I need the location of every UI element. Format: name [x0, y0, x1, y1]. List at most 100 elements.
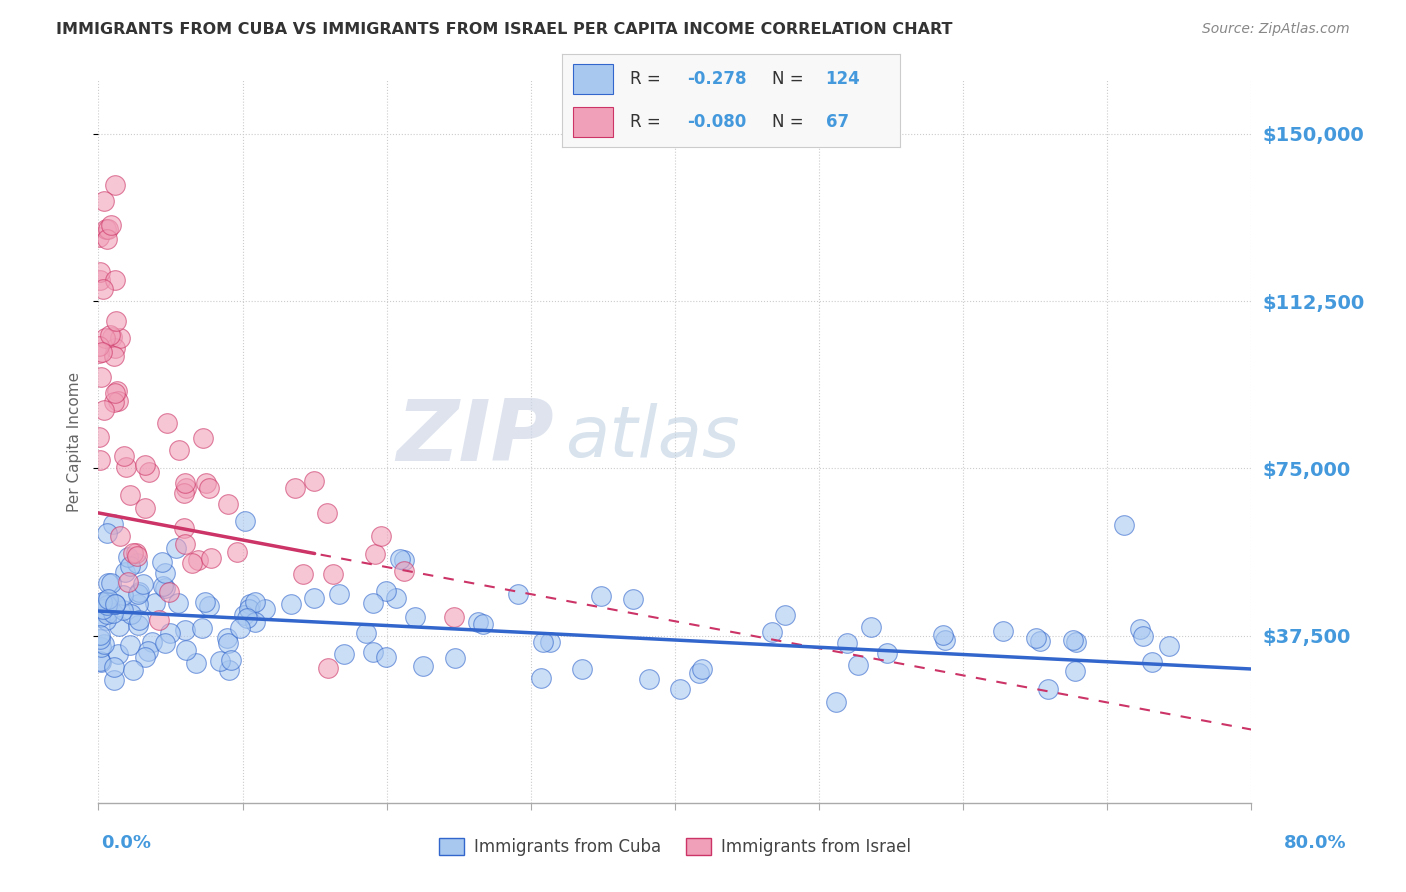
Point — [117, 550, 139, 565]
Point — [530, 671, 553, 685]
Point — [471, 617, 494, 632]
Point — [127, 556, 149, 570]
Point — [112, 449, 135, 463]
Point — [859, 619, 882, 633]
Text: R =: R = — [630, 70, 661, 87]
Text: 67: 67 — [825, 113, 849, 131]
Point — [1025, 631, 1047, 645]
Point — [825, 695, 848, 709]
Point — [531, 635, 554, 649]
Text: 0.0%: 0.0% — [101, 834, 152, 852]
Point — [173, 486, 195, 500]
Point — [104, 386, 127, 401]
Point — [96, 595, 118, 609]
Point — [96, 526, 118, 541]
Point — [152, 579, 174, 593]
Point — [993, 624, 1015, 638]
Point — [392, 564, 415, 578]
Point — [181, 557, 204, 571]
Point — [1062, 632, 1084, 647]
Point — [1114, 518, 1136, 533]
Point — [669, 682, 692, 697]
Point — [101, 330, 124, 344]
Point — [128, 585, 150, 599]
Point — [233, 607, 256, 622]
Point — [394, 553, 416, 567]
Point — [98, 328, 121, 343]
Point — [238, 602, 260, 616]
Point — [89, 628, 111, 642]
Point — [174, 624, 197, 638]
Point — [690, 662, 713, 676]
Point — [89, 273, 111, 287]
Point — [148, 613, 170, 627]
Point — [876, 646, 898, 660]
Point — [100, 218, 122, 232]
Point — [571, 662, 593, 676]
Point — [1064, 665, 1087, 679]
Point — [127, 587, 149, 601]
Point — [1064, 635, 1087, 649]
Point — [155, 566, 177, 580]
Point — [94, 331, 117, 345]
Point — [103, 516, 125, 531]
Point — [91, 602, 114, 616]
Point — [167, 443, 190, 458]
Point — [94, 221, 117, 235]
Text: -0.080: -0.080 — [688, 113, 747, 131]
Point — [94, 593, 117, 607]
Point — [1132, 630, 1154, 644]
Point — [96, 232, 118, 246]
Point — [120, 607, 142, 621]
Point — [159, 584, 181, 599]
Point — [97, 576, 120, 591]
FancyBboxPatch shape — [572, 64, 613, 94]
Point — [304, 474, 326, 488]
Point — [194, 594, 217, 608]
Point — [443, 610, 465, 624]
Point — [412, 658, 434, 673]
Point — [118, 638, 141, 652]
Point — [132, 577, 155, 591]
Y-axis label: Per Capita Income: Per Capita Income — [67, 371, 83, 512]
Point — [191, 621, 214, 635]
Point — [103, 606, 125, 620]
Point — [176, 643, 198, 657]
Point — [215, 631, 238, 645]
Point — [467, 615, 489, 630]
Point — [165, 541, 187, 555]
Point — [173, 521, 195, 535]
Point — [112, 588, 135, 602]
Point — [143, 596, 166, 610]
Point — [302, 591, 325, 606]
Point — [89, 610, 111, 624]
Point — [217, 636, 239, 650]
Point — [225, 544, 247, 558]
Point — [385, 591, 408, 605]
Point — [91, 282, 114, 296]
Point — [89, 453, 111, 467]
Point — [125, 546, 148, 560]
Point — [1036, 681, 1059, 696]
Point — [127, 618, 149, 632]
Point — [96, 607, 118, 621]
Point — [761, 625, 783, 640]
Point — [94, 613, 117, 627]
Point — [127, 597, 149, 611]
Point — [688, 665, 710, 680]
Text: Source: ZipAtlas.com: Source: ZipAtlas.com — [1202, 22, 1350, 37]
Point — [93, 637, 115, 651]
Point — [107, 619, 129, 633]
Text: -0.278: -0.278 — [688, 70, 747, 87]
FancyBboxPatch shape — [572, 107, 613, 136]
Point — [638, 673, 661, 687]
Point — [253, 602, 276, 616]
Point — [174, 481, 197, 495]
Point — [104, 314, 127, 328]
Point — [197, 481, 219, 495]
Point — [117, 575, 139, 590]
Point — [218, 663, 240, 677]
Point — [153, 636, 176, 650]
Point — [167, 596, 190, 610]
Point — [111, 603, 134, 617]
